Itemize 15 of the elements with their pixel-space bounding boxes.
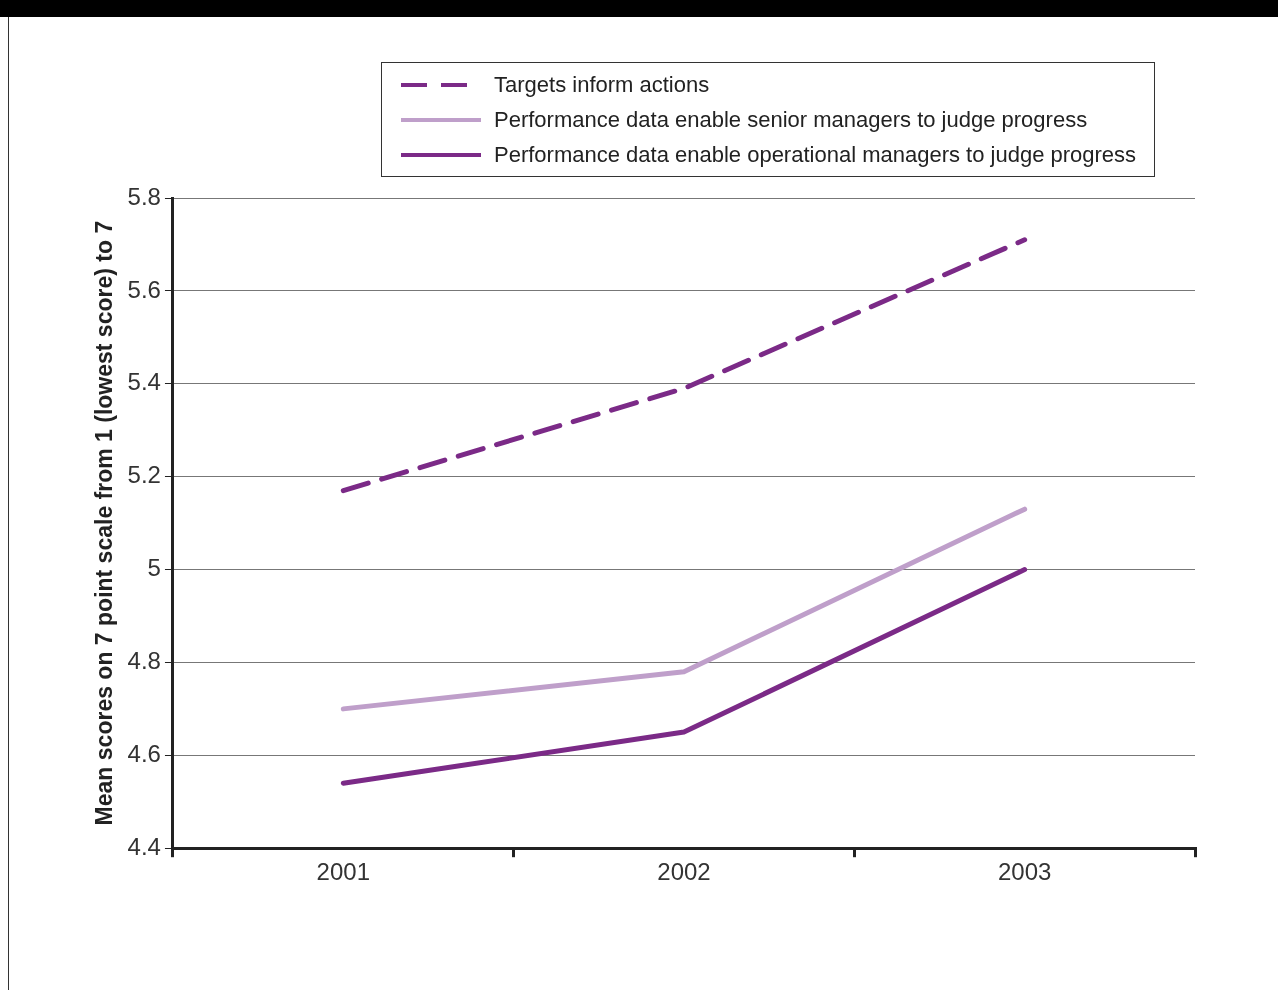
y-tick-label: 5.2 [127,461,161,489]
x-tick-label: 2001 [316,858,370,886]
y-tick-label: 5.8 [127,182,161,210]
y-tick-label: 5.4 [127,368,161,396]
legend-label: Performance data enable operational managers to judge progress [494,141,1137,168]
y-tick-label: 5.6 [127,275,161,303]
y-axis-title: Mean scores on 7 point scale from 1 (lowest score) to 7 [91,220,118,826]
legend-label: Performance data enable senior managers to judge progress [494,106,1088,133]
y-tick-label: 4.8 [127,647,161,675]
x-tick-label: 2003 [997,858,1052,886]
legend-label: Targets inform actions [494,71,710,98]
y-tick-label: 5 [147,554,161,582]
y-tick-label: 4.4 [127,832,161,860]
y-tick-label: 4.6 [127,739,161,767]
x-tick-label: 2002 [657,858,711,886]
